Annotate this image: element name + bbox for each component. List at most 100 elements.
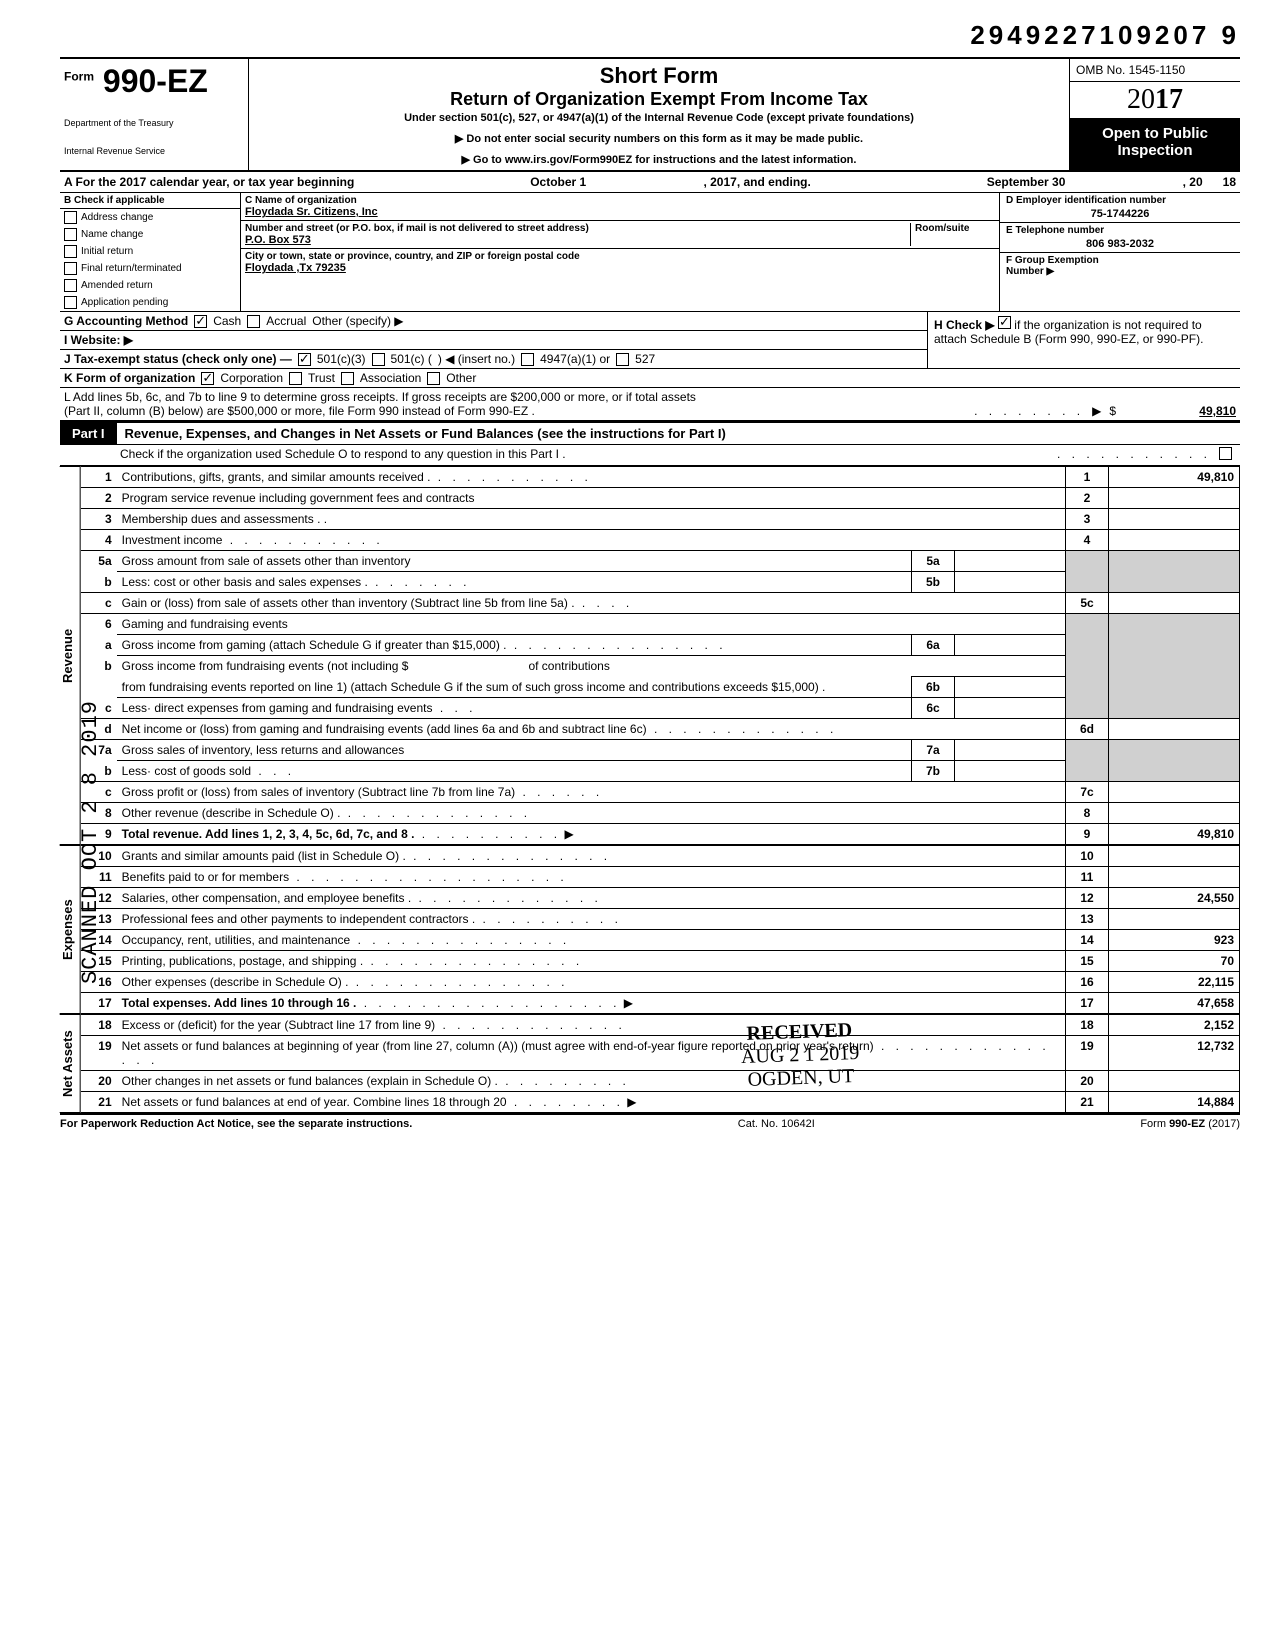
checkbox-501c3[interactable] [298,353,311,366]
checkbox-schedule-o[interactable] [1219,447,1232,460]
row-g-label: G Accounting Method [64,314,188,328]
checkbox-4947[interactable] [521,353,534,366]
table-row: 8Other revenue (describe in Schedule O) … [81,803,1240,824]
col-b-label: B Check if applicable [60,193,240,209]
label-initial: Initial return [81,246,133,257]
table-row: 14Occupancy, rent, utilities, and mainte… [81,930,1240,951]
street-label: Number and street (or P.O. box, if mail … [245,223,910,234]
row-l-arrow: ▶ [1092,404,1101,418]
checkbox-final[interactable] [64,262,77,275]
row-j: J Tax-exempt status (check only one) — 5… [60,350,927,369]
table-row: 19Net assets or fund balances at beginni… [81,1036,1240,1071]
line-desc: Gain or (loss) from sale of assets other… [122,596,575,610]
checkbox-name[interactable] [64,228,77,241]
footer-mid: Cat. No. 10642I [738,1118,815,1130]
checkbox-assoc[interactable] [341,372,354,385]
column-b: B Check if applicable Address change Nam… [60,193,241,311]
line-desc: Less· cost of goods sold [122,764,251,778]
checkbox-corp[interactable] [201,372,214,385]
label-cash: Cash [213,314,241,328]
checkbox-other-org[interactable] [427,372,440,385]
row-i-label: I Website: ▶ [64,333,133,347]
goto-line: ▶ Go to www.irs.gov/Form990EZ for instru… [257,153,1061,166]
row-g: G Accounting Method Cash Accrual Other (… [60,312,927,331]
line-desc: Investment income [122,533,223,547]
checkbox-501c[interactable] [372,353,385,366]
line-desc: Gaming and fundraising events [117,614,1066,635]
part-1-title: Revenue, Expenses, and Changes in Net As… [117,423,734,444]
row-j-label: J Tax-exempt status (check only one) — [64,352,292,366]
ssn-warning: ▶ Do not enter social security numbers o… [257,132,1061,145]
city-label: City or town, state or province, country… [245,251,995,262]
tel-value: 806 983-2032 [1006,236,1234,250]
label-501c: 501(c) ( [391,352,432,366]
row-l: L Add lines 5b, 6c, and 7b to line 9 to … [60,388,1240,421]
row-k: K Form of organization Corporation Trust… [60,369,1240,388]
label-4947: 4947(a)(1) or [540,352,610,366]
amount-cell: 70 [1109,951,1240,972]
form-word: Form [64,69,94,83]
table-row: 17Total expenses. Add lines 10 through 1… [81,993,1240,1014]
table-row: dNet income or (loss) from gaming and fu… [81,719,1240,740]
dept-irs: Internal Revenue Service [64,146,244,156]
amount-cell: 923 [1109,930,1240,951]
amount-cell: 47,658 [1109,993,1240,1014]
table-row: 18Excess or (deficit) for the year (Subt… [81,1015,1240,1036]
row-h-prefix: H Check ▶ [934,318,995,332]
checkbox-schedule-b[interactable] [998,316,1011,329]
line-desc: Gross profit or (loss) from sales of inv… [122,785,515,799]
line-desc: Gross sales of inventory, less returns a… [117,740,912,761]
line-desc: Professional fees and other payments to … [122,912,476,926]
line-desc: Net assets or fund balances at end of ye… [122,1095,507,1109]
column-c: C Name of organization Floydada Sr. Citi… [241,193,1000,311]
amount-cell [1109,803,1240,824]
label-amended: Amended return [81,280,153,291]
part-1-label: Part I [60,423,117,444]
checkbox-527[interactable] [616,353,629,366]
checkbox-trust[interactable] [289,372,302,385]
part-1-header: Part I Revenue, Expenses, and Changes in… [60,421,1240,445]
label-other-org: Other [446,371,476,385]
under-section: Under section 501(c), 527, or 4947(a)(1)… [257,112,1061,124]
amount-cell: 24,550 [1109,888,1240,909]
line-desc: Contributions, gifts, grants, and simila… [122,470,431,484]
footer-right: Form 990-EZ (2017) [1140,1118,1240,1130]
checkbox-pending[interactable] [64,296,77,309]
line-desc: Occupancy, rent, utilities, and maintena… [122,933,351,947]
label-name-change: Name change [81,229,143,240]
table-row: 4Investment income . . . . . . . . . . .… [81,530,1240,551]
label-pending: Application pending [81,297,168,308]
table-row: 6Gaming and fundraising events [81,614,1240,635]
row-a-endmonth: September 30 [987,175,1066,189]
checkbox-address[interactable] [64,211,77,224]
row-l-line1: L Add lines 5b, 6c, and 7b to line 9 to … [64,390,1236,404]
row-l-line2: (Part II, column (B) below) are $500,000… [64,404,535,418]
checkbox-cash[interactable] [194,315,207,328]
line-desc: Less: cost or other basis and sales expe… [122,575,368,589]
amount-cell [1109,509,1240,530]
table-row: 10Grants and similar amounts paid (list … [81,846,1240,867]
amount-cell [1109,909,1240,930]
amount-cell [1109,530,1240,551]
footer-left: For Paperwork Reduction Act Notice, see … [60,1118,412,1130]
form-header: Form 990-EZ Department of the Treasury I… [60,57,1240,172]
room-label: Room/suite [915,223,995,234]
table-row: cGross profit or (loss) from sales of in… [81,782,1240,803]
schedule-o-text: Check if the organization used Schedule … [120,447,566,461]
line-desc: Other revenue (describe in Schedule O) . [122,806,341,820]
amount-cell [1109,782,1240,803]
line-desc: Gross amount from sale of assets other t… [117,551,912,572]
line-desc: Total expenses. Add lines 10 through 16 … [122,996,357,1010]
checkbox-amended[interactable] [64,279,77,292]
label-assoc: Association [360,371,421,385]
ein-label: D Employer identification number [1006,195,1234,206]
city-value: Floydada ,Tx 79235 [245,262,995,274]
table-row: 11Benefits paid to or for members . . . … [81,867,1240,888]
checkbox-accrual[interactable] [247,315,260,328]
org-name-label: C Name of organization [245,195,995,206]
street-value: P.O. Box 573 [245,234,910,246]
label-accrual: Accrual [266,314,306,328]
label-501c3: 501(c)(3) [317,352,366,366]
checkbox-initial[interactable] [64,245,77,258]
form-number: 990-EZ [103,63,208,99]
